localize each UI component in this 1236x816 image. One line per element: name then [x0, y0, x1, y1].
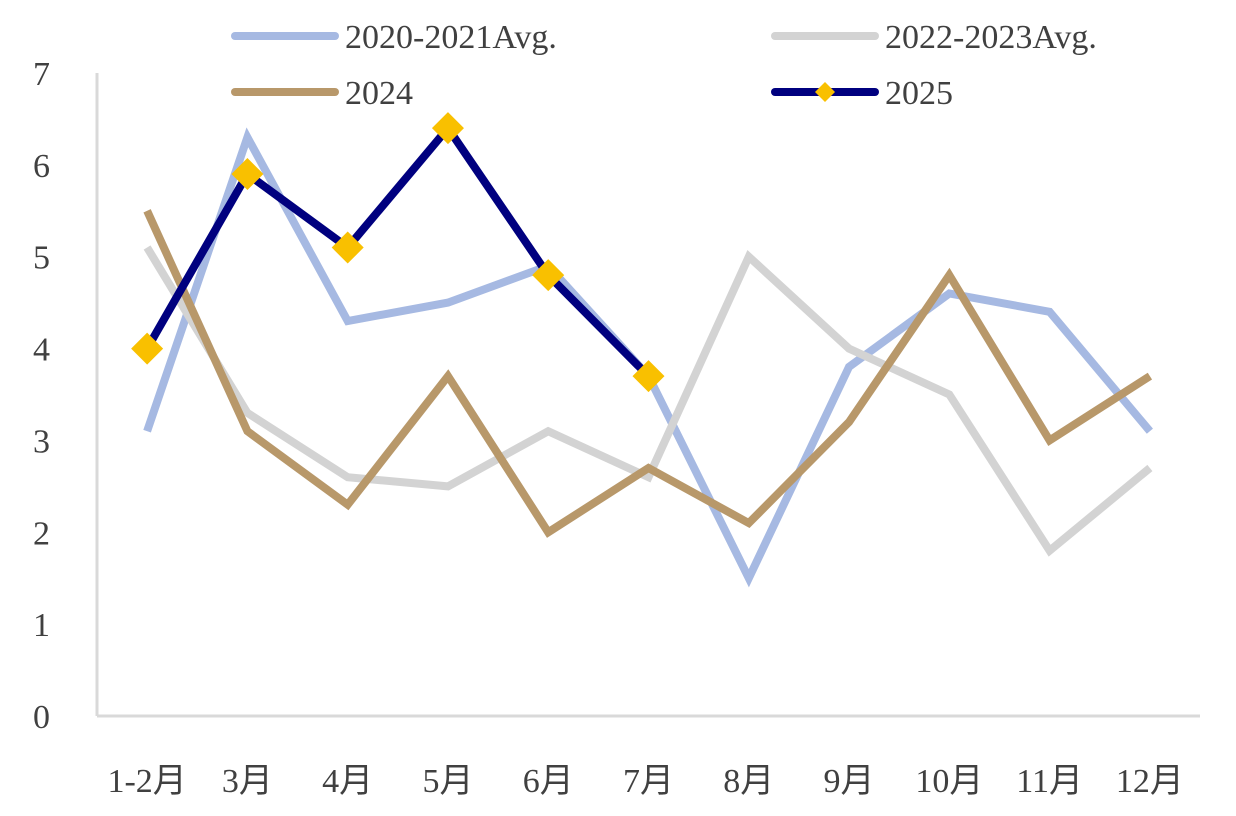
x-tick-label: 8月	[723, 763, 774, 800]
data-point-marker	[231, 158, 264, 191]
y-tick-label: 2	[33, 515, 50, 552]
y-tick-label: 5	[33, 240, 50, 277]
x-tick-label: 10月	[915, 763, 983, 800]
x-tick-label: 7月	[623, 763, 674, 800]
y-tick-label: 4	[33, 332, 50, 369]
axes	[95, 73, 1200, 718]
data-point-marker	[632, 360, 665, 393]
y-tick-label: 7	[33, 56, 50, 93]
y-tick-label: 3	[33, 423, 50, 460]
x-axis-ticks: 1-2月 3月 4月 5月 6月 7月 8月 9月 10月 11月 12月	[107, 763, 1183, 800]
legend-label: 2024	[345, 75, 413, 112]
y-tick-label: 0	[33, 699, 50, 736]
data-point-marker	[532, 259, 565, 292]
x-tick-label: 4月	[322, 763, 373, 800]
y-tick-label: 1	[33, 607, 50, 644]
series-lines	[131, 112, 1153, 588]
data-point-marker	[131, 332, 164, 365]
x-tick-label: 11月	[1016, 763, 1083, 800]
legend-label: 2020-2021Avg.	[345, 19, 557, 56]
legend-label: 2022-2023Avg.	[885, 19, 1097, 56]
x-tick-label: 6月	[523, 763, 574, 800]
series-line-4	[143, 121, 652, 379]
x-tick-label: 5月	[422, 763, 473, 800]
legend-marker	[815, 82, 835, 102]
x-tick-label: 3月	[222, 763, 273, 800]
y-tick-label: 6	[33, 148, 50, 185]
x-tick-label: 12月	[1116, 763, 1184, 800]
series-line-2	[143, 245, 1153, 557]
data-point-marker	[331, 231, 364, 264]
data-point-marker	[431, 112, 464, 145]
legend-label: 2025	[885, 75, 953, 112]
series-line-3	[143, 209, 1153, 538]
x-tick-label: 1-2月	[107, 763, 186, 800]
legend: 2020-2021Avg. 2022-2023Avg. 2024 2025	[231, 19, 1097, 112]
x-tick-label: 9月	[824, 763, 875, 800]
y-axis-ticks: 0 1 2 3 4 5 6 7	[33, 56, 50, 736]
